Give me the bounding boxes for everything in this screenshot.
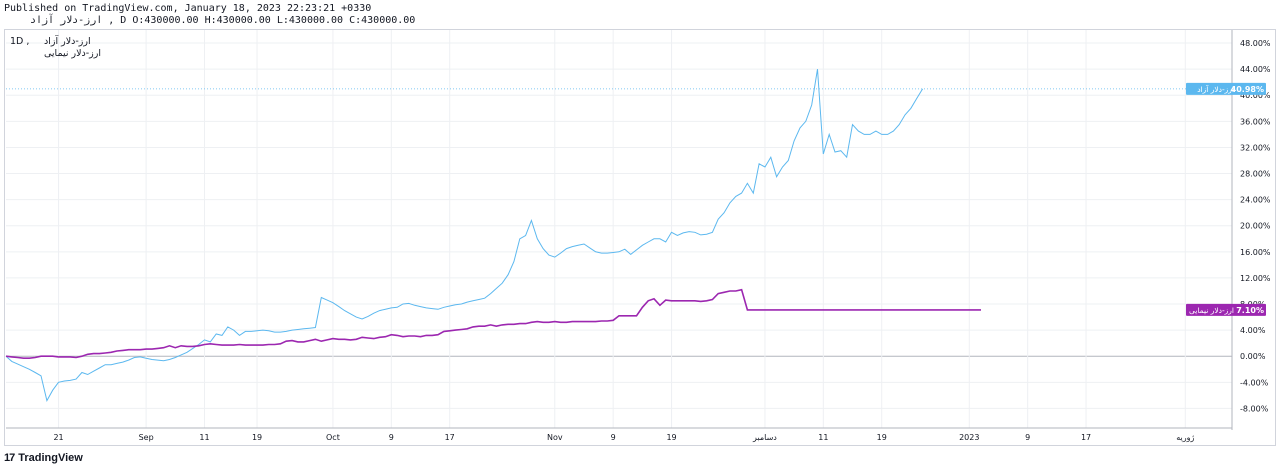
x-tick-label: Nov: [547, 433, 563, 442]
y-tick-label: -4.00%: [1240, 378, 1269, 387]
x-tick-label: 9: [389, 433, 394, 442]
legend-series-nima[interactable]: ارز-دلار نیمایی: [44, 48, 101, 59]
badge-bg-2: [1186, 303, 1266, 316]
x-tick-label: 19: [666, 433, 676, 442]
brand-label: TradingView: [18, 452, 83, 464]
x-tick-label: Sep: [139, 433, 154, 442]
y-tick-label: 36.00%: [1240, 117, 1271, 126]
badge-last-value-1: 40.98%: [1231, 85, 1264, 94]
x-tick-label: 21: [53, 433, 63, 442]
x-tick-label: دسامبر: [752, 433, 777, 442]
legend-series-free[interactable]: ارز-دلار آزاد: [44, 36, 91, 47]
x-tick-label: 11: [199, 433, 209, 442]
x-tick-label: ژوریه: [1176, 433, 1194, 442]
x-tick-label: 11: [818, 433, 828, 442]
grid-lines: [6, 30, 1232, 428]
published-info: Published on TradingView.com, January 18…: [4, 3, 372, 14]
y-tick-label: 40.00%: [1240, 91, 1271, 100]
x-tick-label: 9: [611, 433, 616, 442]
x-tick-label: 2023: [959, 433, 979, 442]
ohlc-info: ارز-دلار آزاد , D O:430000.00 H:430000.0…: [30, 15, 416, 26]
badge-series-name-2: ارز-دلار نیمایی: [1189, 306, 1234, 315]
x-tick-label: 9: [1025, 433, 1030, 442]
x-tick-label: Oct: [326, 433, 340, 442]
x-tick-label: 17: [1081, 433, 1091, 442]
y-tick-label: 24.00%: [1240, 196, 1271, 205]
x-tick-label: 19: [877, 433, 887, 442]
y-tick-label: -8.00%: [1240, 404, 1269, 413]
y-tick-label: 0.00%: [1240, 352, 1266, 361]
x-tick-label: 19: [252, 433, 262, 442]
y-tick-label: 28.00%: [1240, 170, 1271, 179]
y-tick-label: 32.00%: [1240, 143, 1271, 152]
series-line-2: [5, 288, 981, 360]
badge-bg-1: [1186, 82, 1266, 95]
chart-legend: 1D , ارز-دلار آزاد ارز-دلار نیمایی: [10, 36, 101, 60]
legend-interval: 1D ,: [10, 36, 30, 47]
y-tick-label: 4.00%: [1240, 326, 1266, 335]
chart-frame: [4, 29, 1276, 446]
badge-series-name-1: ارز-دلار آزاد: [1197, 84, 1234, 94]
y-tick-label: 44.00%: [1240, 65, 1271, 74]
series-line-1: [5, 69, 924, 402]
y-tick-label: 20.00%: [1240, 222, 1271, 231]
tradingview-logo-icon: 17: [4, 452, 15, 464]
x-tick-label: 17: [445, 433, 455, 442]
y-tick-label: 48.00%: [1240, 39, 1271, 48]
y-tick-label: 16.00%: [1240, 248, 1271, 257]
badge-last-value-2: 7.10%: [1236, 306, 1264, 315]
x-axis: 21 Sep 11 19 Oct 9 17 Nov 9 19 دسامبر 11 19 2023 9 17 ژو…: [6, 427, 1232, 442]
y-tick-label: 12.00%: [1240, 274, 1271, 283]
tradingview-brand[interactable]: 17 TradingView: [4, 452, 83, 464]
series-lines: [5, 69, 1232, 402]
